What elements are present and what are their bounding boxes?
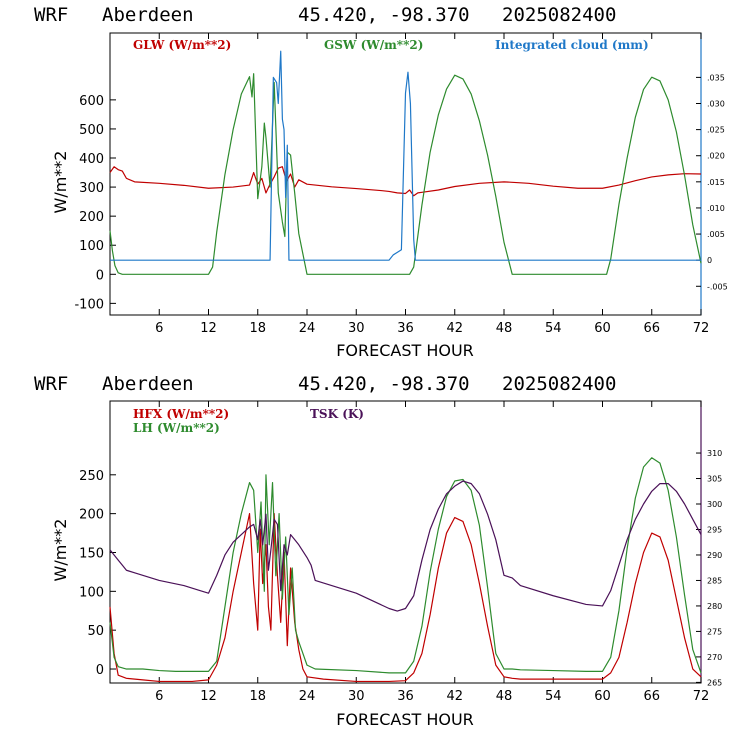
x-tick-label: 24 [299,321,316,336]
chart-top: WRF Aberdeen 45.420, -98.370 2025082400 … [34,4,728,360]
y-tick-label: 200 [79,508,104,523]
x-tick-label: 72 [693,321,710,336]
x-tick-label: 36 [397,689,414,704]
chart-top-header: WRF Aberdeen 45.420, -98.370 2025082400 [34,4,616,26]
legend-glw: GLW (W/m**2) [133,38,231,52]
y2-tick-label: 310 [707,449,722,458]
x-tick-label: 6 [155,321,163,336]
y-tick-label: 150 [79,546,104,561]
x-tick-label: 12 [200,689,217,704]
x-tick-label: 30 [348,689,365,704]
y2-tick-group: .035 .030 .025 .020 .015 .010 .005 0 -.005 [696,73,728,291]
y-tick-label: 250 [79,469,104,484]
x-tick-label: 66 [643,321,660,336]
y2-tick-label: .025 [707,126,725,135]
series-line-tsk [109,480,702,612]
header-site: Aberdeen [102,373,194,395]
y2-tick-label: 275 [707,627,722,636]
y-tick-label: 600 [79,94,104,109]
x-tick-label: 60 [594,689,611,704]
y2-tick-label: 280 [707,602,722,611]
x-tick-label: 66 [643,689,660,704]
y2-tick-label: .030 [707,100,725,109]
plot-frame-left [109,32,702,316]
chart-bottom: WRF Aberdeen 45.420, -98.370 2025082400 … [34,373,722,729]
x-tick-label: 12 [200,321,217,336]
y2-tick-label: 0 [707,256,712,265]
y2-tick-label: .035 [707,73,725,82]
header-site: Aberdeen [102,4,194,26]
header-init: 2025082400 [502,373,616,395]
y2-tick-label: -.005 [707,282,728,291]
legend-tsk: TSK (K) [310,407,364,421]
header-coords: 45.420, -98.370 [298,4,470,26]
series-line-integrated [110,50,701,261]
series-group [109,457,702,683]
series-line-gsw [109,73,702,275]
legend-lh: LH (W/m**2) [133,421,220,435]
y2-tick-label: 305 [707,475,722,484]
x-axis-label: FORECAST HOUR [336,341,474,360]
x-tick-label: 18 [249,321,266,336]
x-tick-label: 42 [446,321,463,336]
y2-tick-label: .020 [707,152,725,161]
y2-tick-label: .010 [707,204,725,213]
y2-tick-label: .005 [707,230,725,239]
x-tick-label: 24 [299,689,316,704]
x-tick-label: 48 [496,689,513,704]
y2-tick-label: .015 [707,178,725,187]
y2-tick-label: 265 [707,678,722,687]
header-model: WRF [34,4,68,26]
y-tick-label: -100 [74,297,104,312]
series-line-hfx [109,513,702,683]
x-axis-label: FORECAST HOUR [336,710,474,729]
y-tick-label: 100 [79,239,104,254]
y2-tick-label: 285 [707,576,722,585]
x-tick-label: 48 [496,321,513,336]
y-tick-label: 100 [79,585,104,600]
header-init: 2025082400 [502,4,616,26]
x-tick-label: 54 [545,689,562,704]
y2-tick-label: 295 [707,525,722,534]
header-model: WRF [34,373,68,395]
legend-cloud: Integrated cloud (mm) [495,38,649,52]
plot-frame-left [109,400,702,684]
series-line-lh [109,457,702,674]
legend-hfx: HFX (W/m**2) [133,407,229,421]
y-tick-label: 200 [79,210,104,225]
x-tick-group: 6 12 18 24 30 36 42 48 54 60 66 72 [155,401,709,704]
y-tick-label: 0 [96,663,104,678]
x-tick-label: 36 [397,321,414,336]
x-tick-label: 18 [249,689,266,704]
y2-tick-label: 300 [707,500,722,509]
x-tick-label: 72 [693,689,710,704]
y-tick-group: -100 0 100 200 300 400 500 600 [74,94,116,312]
y-axis-label: W/m**2 [51,519,70,582]
y2-tick-label: 290 [707,551,722,560]
x-tick-label: 60 [594,321,611,336]
x-tick-label: 54 [545,321,562,336]
header-coords: 45.420, -98.370 [298,373,470,395]
y-tick-group: 0 50 100 150 200 250 [79,469,116,678]
legend-gsw: GSW (W/m**2) [324,38,423,52]
x-tick-label: 30 [348,321,365,336]
x-tick-label: 6 [155,689,163,704]
y-tick-label: 400 [79,152,104,167]
y-tick-label: 0 [96,268,104,283]
y2-tick-label: 270 [707,653,722,662]
series-group [109,50,702,275]
x-tick-group: 6 12 18 24 30 36 42 48 54 60 66 72 [155,33,709,336]
x-tick-label: 42 [446,689,463,704]
y2-tick-group: 310 305 300 295 290 285 280 275 270 265 [696,449,722,687]
series-line-glw [109,166,702,197]
chart-bottom-header: WRF Aberdeen 45.420, -98.370 2025082400 [34,373,616,395]
y-tick-label: 300 [79,181,104,196]
y-axis-label: W/m**2 [51,151,70,214]
y-tick-label: 500 [79,123,104,138]
y-tick-label: 50 [87,624,104,639]
